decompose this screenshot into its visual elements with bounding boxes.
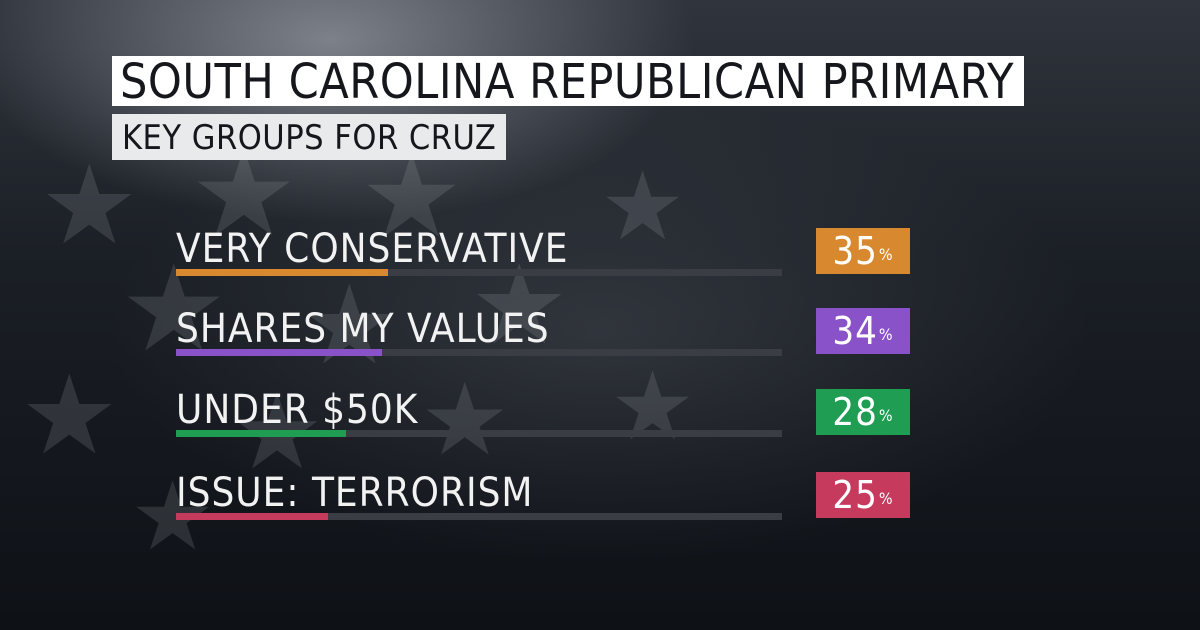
percent-sign: %	[878, 325, 894, 344]
percent-sign: %	[878, 489, 894, 508]
star-icon: ★	[600, 152, 686, 262]
title-block: SOUTH CAROLINA REPUBLICAN PRIMARY	[112, 56, 1024, 106]
bar-value: 28	[832, 390, 878, 434]
bar-track	[176, 513, 782, 520]
page-subtitle: KEY GROUPS FOR CRUZ	[112, 114, 507, 160]
subtitle-block: KEY GROUPS FOR CRUZ	[112, 114, 507, 160]
bar-track	[176, 430, 782, 437]
star-icon: ★	[420, 361, 510, 478]
value-badge: 34%	[816, 308, 910, 354]
bar-fill	[176, 430, 346, 437]
bar-label: ISSUE: TERRORISM	[176, 470, 534, 516]
bar-value: 25	[832, 473, 878, 517]
bar-label: UNDER $50K	[176, 387, 419, 433]
star-icon: ★	[470, 241, 569, 369]
bar-row-under-50k: UNDER $50K 28%	[176, 389, 911, 449]
percent-sign: %	[878, 245, 894, 264]
bar-fill	[176, 349, 383, 356]
value-badge: 35%	[816, 228, 910, 274]
bar-label: SHARES MY VALUES	[176, 306, 550, 352]
bar-fill	[176, 269, 389, 276]
percent-sign: %	[878, 406, 894, 425]
bar-value: 34	[832, 309, 878, 353]
star-icon: ★	[300, 261, 399, 389]
bar-row-shares-my-values: SHARES MY VALUES 34%	[176, 308, 911, 368]
value-badge: 28%	[816, 389, 910, 435]
bar-track	[176, 269, 782, 276]
bar-value: 35	[832, 229, 878, 273]
page-title: SOUTH CAROLINA REPUBLICAN PRIMARY	[112, 56, 1024, 106]
bar-track	[176, 349, 782, 356]
value-badge: 25%	[816, 472, 910, 518]
bar-fill	[176, 513, 328, 520]
bar-row-very-conservative: VERY CONSERVATIVE 35%	[176, 228, 911, 288]
star-icon: ★	[20, 351, 119, 479]
bar-label: VERY CONSERVATIVE	[176, 226, 569, 272]
star-icon: ★	[610, 352, 696, 462]
bar-row-issue-terrorism: ISSUE: TERRORISM 25%	[176, 472, 911, 532]
star-icon: ★	[40, 141, 139, 269]
